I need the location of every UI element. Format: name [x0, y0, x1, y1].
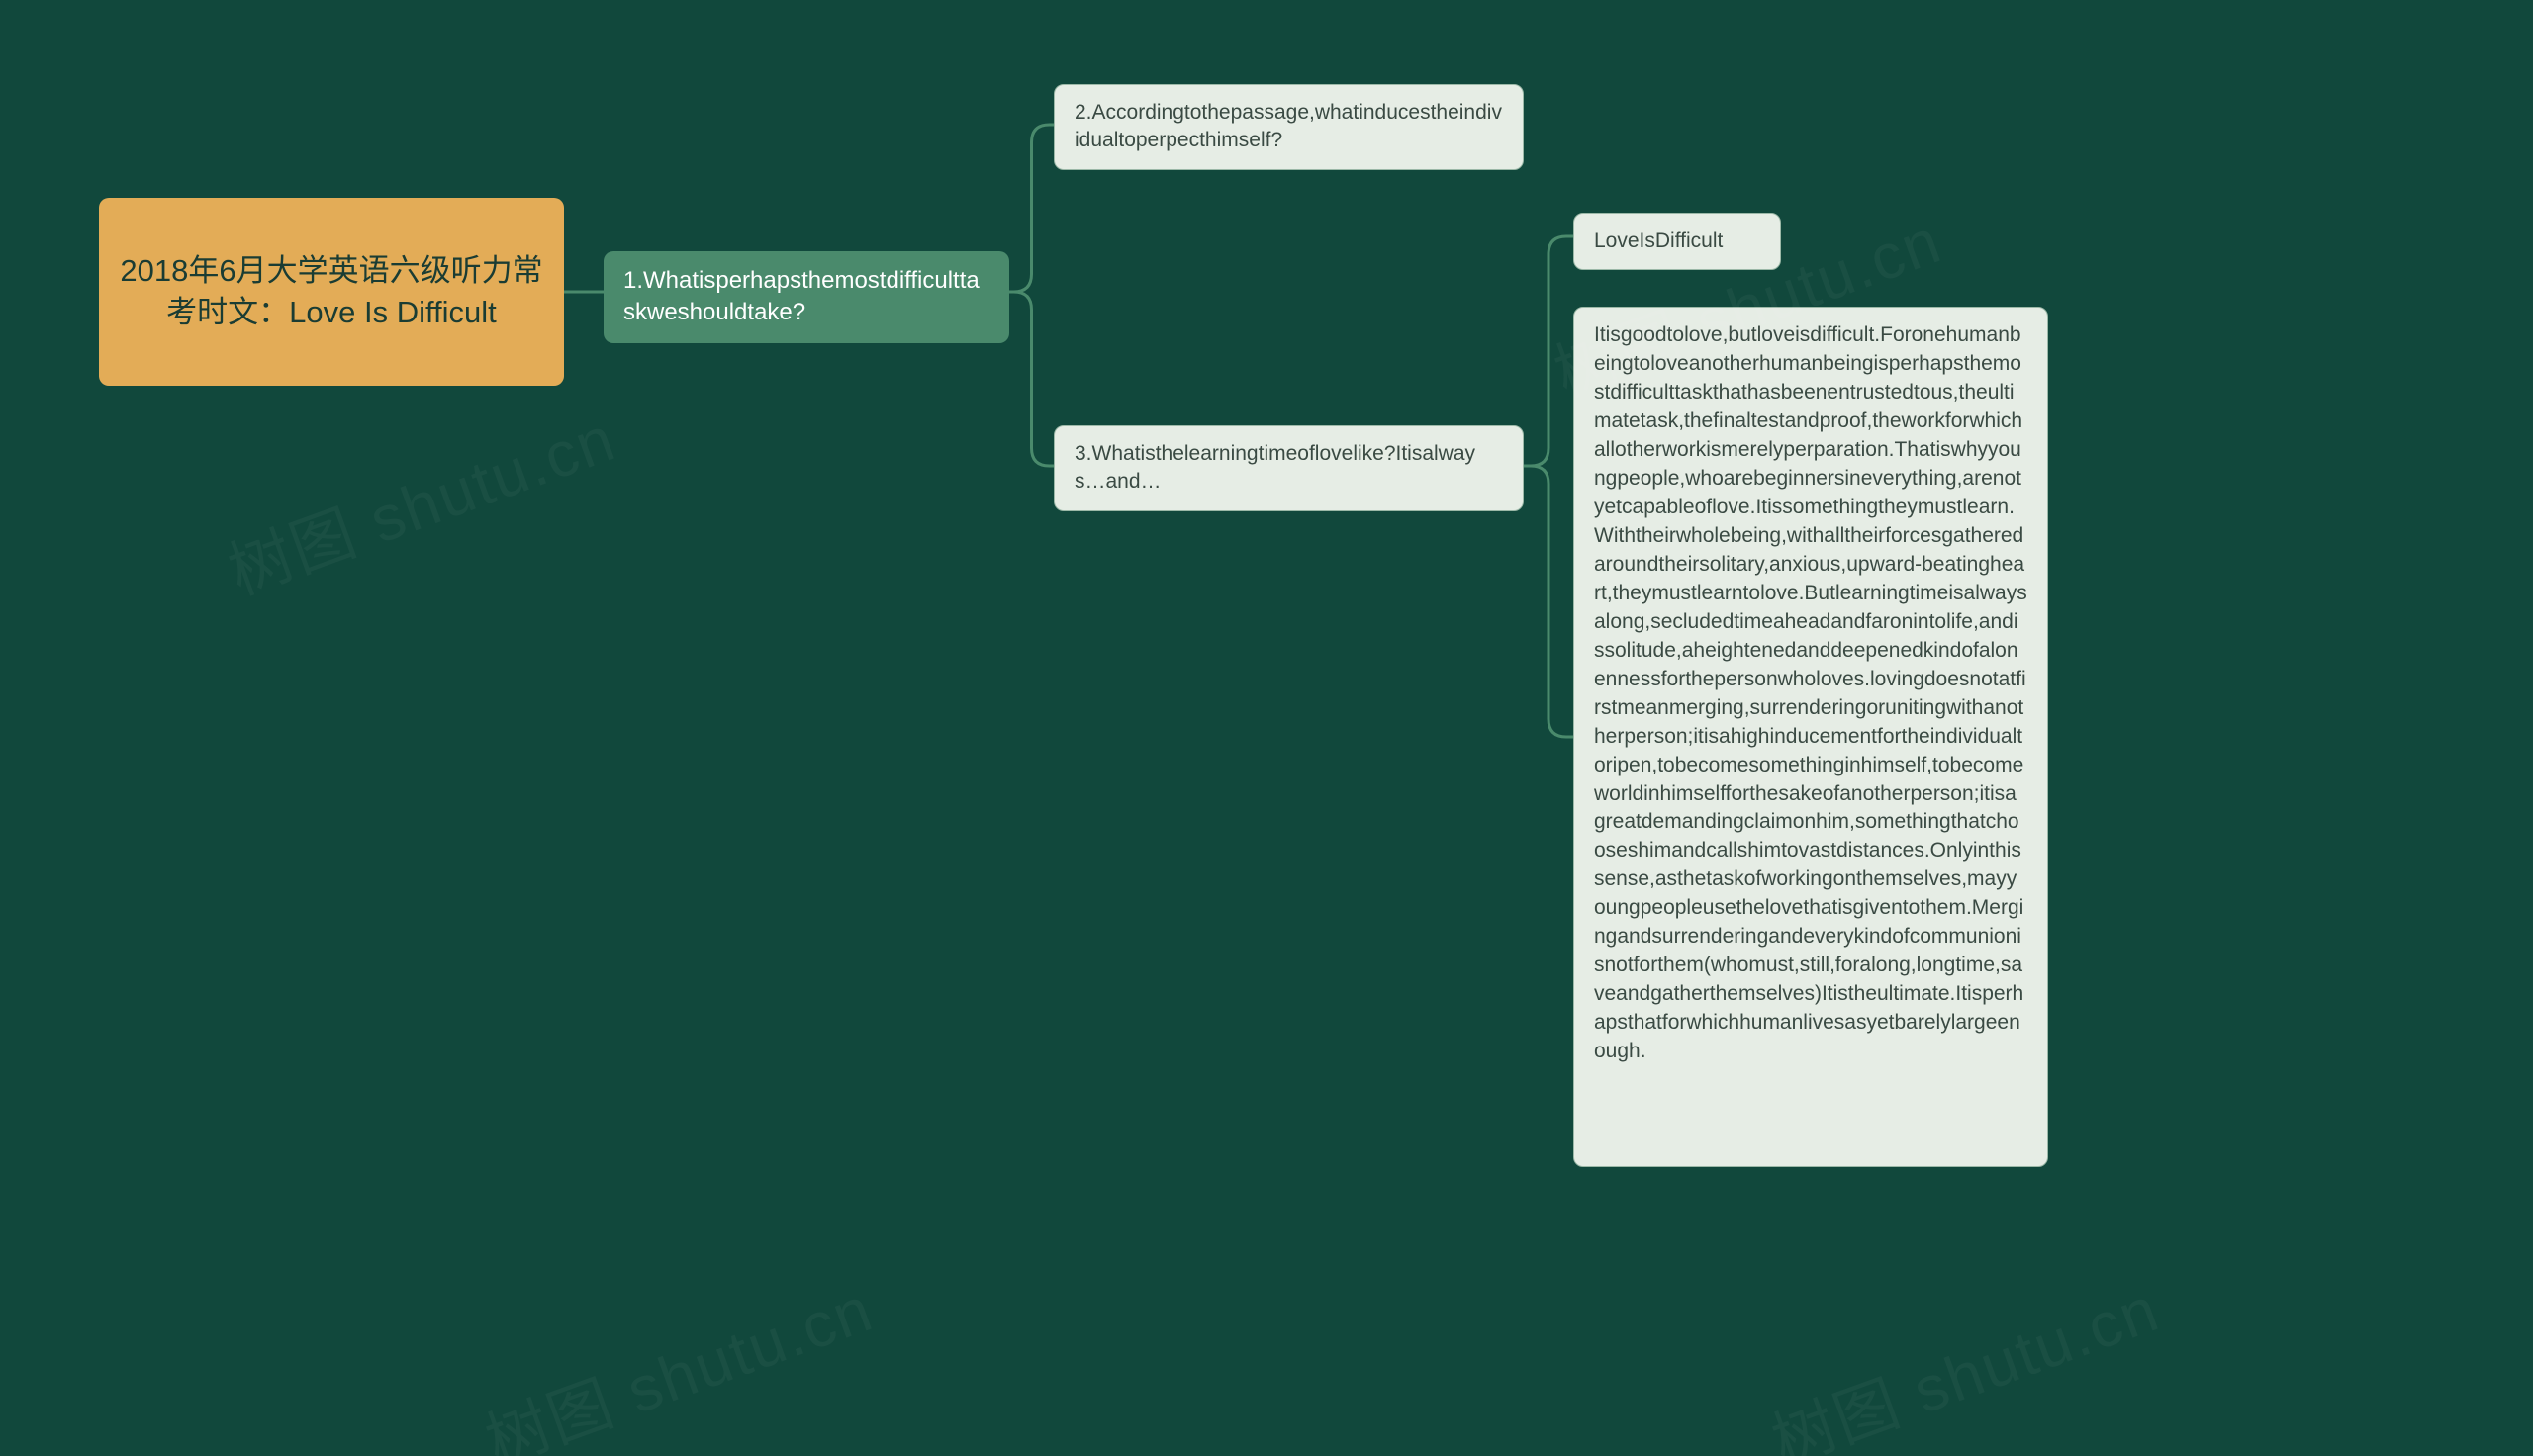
- root-node[interactable]: 2018年6月大学英语六级听力常考时文：Love Is Difficult: [99, 198, 564, 386]
- question-2-text: 2.Accordingtothepassage,whatinducesthein…: [1075, 101, 1502, 151]
- question-1-node[interactable]: 1.Whatisperhapsthemostdifficulttaskwesho…: [604, 251, 1009, 343]
- connector: [1524, 466, 1573, 737]
- watermark: 树图 shutu.cn: [1758, 1259, 2170, 1456]
- watermark: 树图 shutu.cn: [215, 389, 626, 613]
- connector: [1524, 236, 1573, 466]
- passage-body-node[interactable]: Itisgoodtolove,butloveisdifficult.Forone…: [1573, 307, 2048, 1167]
- watermark: 树图 shutu.cn: [472, 1259, 884, 1456]
- question-2-node[interactable]: 2.Accordingtothepassage,whatinducesthein…: [1054, 84, 1524, 170]
- question-1-text: 1.Whatisperhapsthemostdifficulttaskwesho…: [623, 267, 980, 325]
- question-3-node[interactable]: 3.Whatisthelearningtimeoflovelike?Itisal…: [1054, 425, 1524, 511]
- connector: [1009, 292, 1054, 466]
- passage-title-text: LoveIsDifficult: [1594, 229, 1723, 252]
- passage-title-node[interactable]: LoveIsDifficult: [1573, 213, 1781, 270]
- root-node-text: 2018年6月大学英语六级听力常考时文：Love Is Difficult: [119, 250, 544, 333]
- connector: [1009, 125, 1054, 292]
- mindmap-canvas: 2018年6月大学英语六级听力常考时文：Love Is Difficult 1.…: [0, 0, 2533, 1456]
- question-3-text: 3.Whatisthelearningtimeoflovelike?Itisal…: [1075, 442, 1475, 493]
- passage-body-text: Itisgoodtolove,butloveisdifficult.Forone…: [1594, 323, 2027, 1062]
